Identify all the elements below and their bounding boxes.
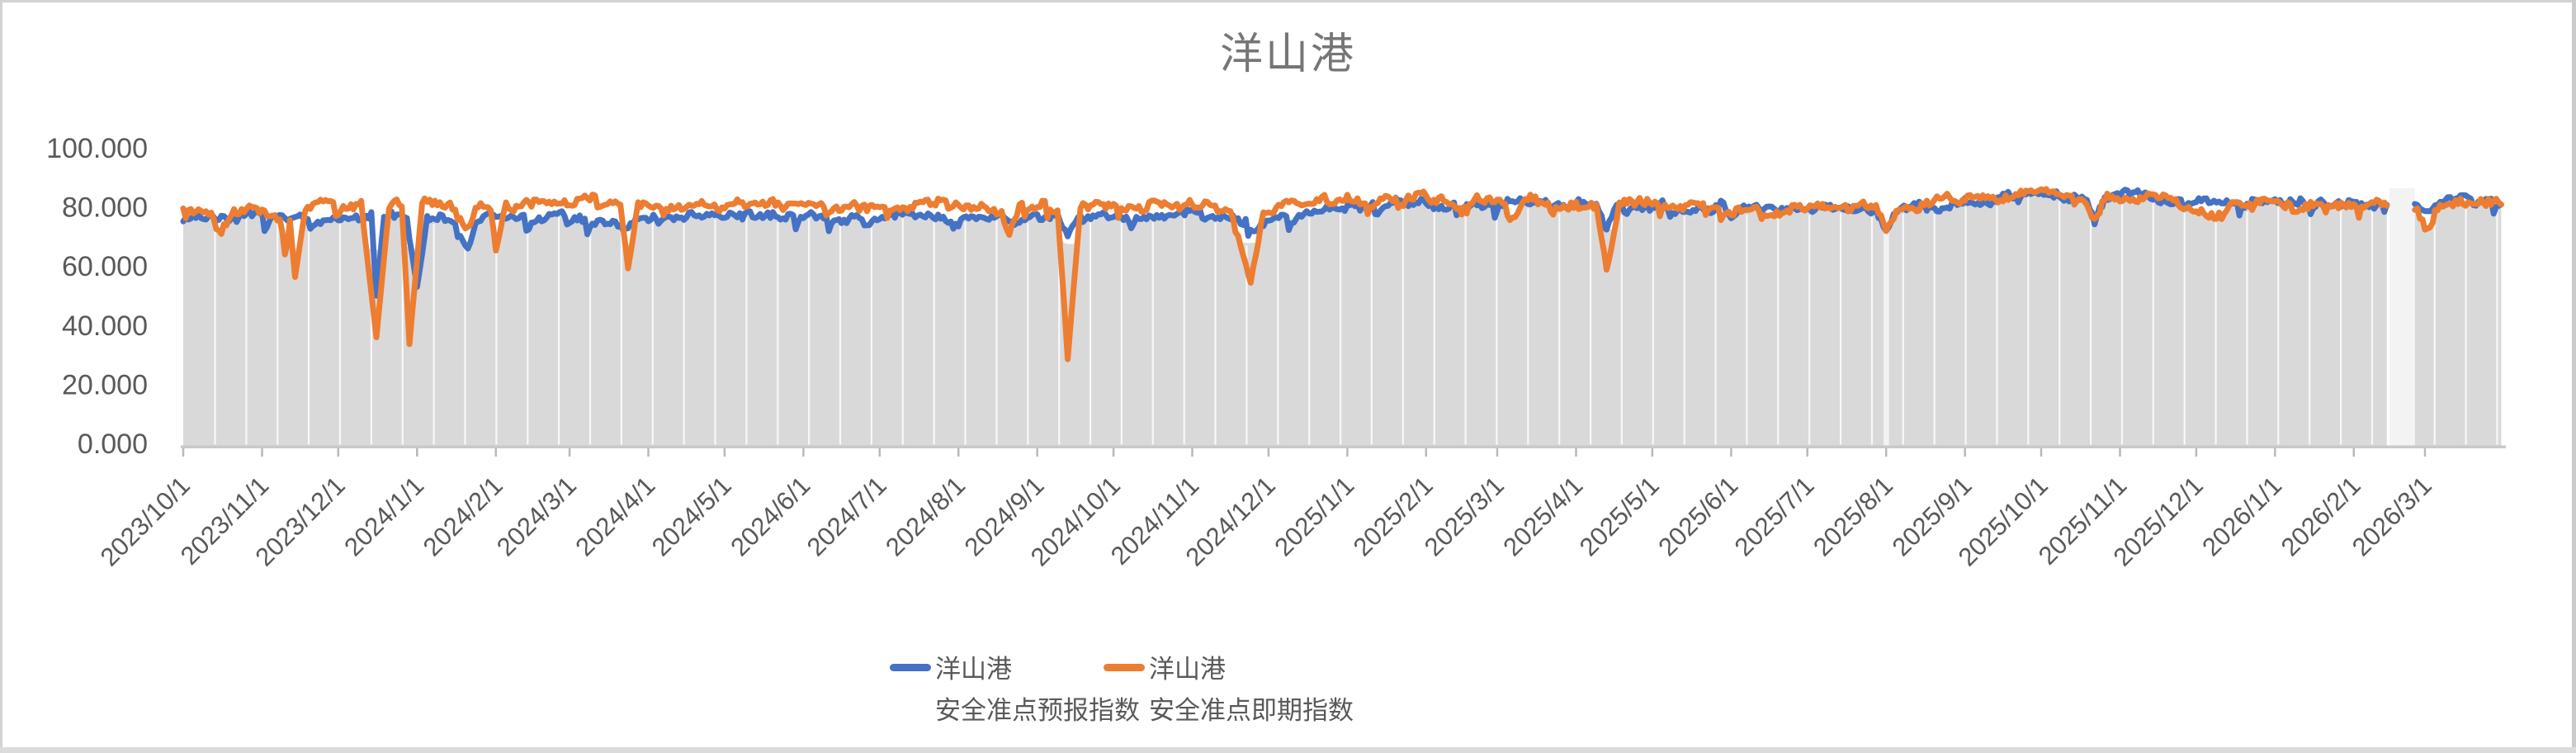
legend-swatch-spot-line — [1104, 664, 1145, 671]
x-tick-label: 2025/5/1 — [1574, 471, 1665, 561]
wide-separator — [1884, 224, 1889, 446]
x-tick-label: 2024/4/1 — [570, 471, 660, 561]
window-edge-bottom — [0, 747, 2576, 753]
x-tick-label: 2024/5/1 — [646, 471, 737, 561]
series-line-spot — [180, 186, 2504, 362]
x-tick-label: 2024/2/1 — [418, 471, 508, 561]
background-band — [183, 195, 2502, 446]
y-tick-label: 0.000 — [78, 429, 148, 460]
chart-title: 洋山港 — [1219, 31, 1356, 78]
x-tick-label: 2024/7/1 — [801, 471, 892, 561]
window-edge-left — [0, 0, 2, 747]
y-tick-label: 60.000 — [62, 251, 148, 282]
y-tick-label: 40.000 — [62, 310, 148, 342]
x-tick-label: 2024/8/1 — [880, 471, 971, 561]
y-tick-label: 80.000 — [62, 192, 148, 224]
data-gap-band — [2389, 188, 2415, 446]
x-tick-label: 2026/1/1 — [2196, 471, 2287, 561]
x-tick-label: 2024/6/1 — [725, 471, 815, 561]
x-tick-label: 2025/3/1 — [1419, 471, 1510, 561]
x-tick-label: 2025/6/1 — [1652, 471, 1743, 561]
x-tick-label: 2024/1/1 — [338, 471, 429, 561]
y-axis-labels: 100.000 80.000 60.000 40.000 20.000 0.000 — [46, 133, 148, 460]
legend-spot-line2: 安全准点即期指数 — [1149, 696, 1354, 725]
x-tick-label: 2025/1/1 — [1269, 471, 1359, 561]
x-axis-labels: 2023/10/12023/11/12023/12/12024/1/12024/… — [95, 471, 2437, 571]
legend-forecast-line2: 安全准点预报指数 — [935, 696, 1140, 725]
x-tick-label: 2025/7/1 — [1729, 471, 1820, 561]
x-axis-line — [181, 445, 2506, 448]
x-tick-label: 2025/4/1 — [1497, 471, 1588, 561]
legend-label-spot: 洋山港 安全准点即期指数 — [1149, 649, 1354, 732]
window-edge-top — [0, 0, 2576, 2]
x-tick-label: 2025/8/1 — [1808, 471, 1898, 561]
legend-forecast-line1: 洋山港 — [935, 655, 1012, 684]
y-tick-label: 100.000 — [46, 133, 148, 164]
legend-label-forecast: 洋山港 安全准点预报指数 — [935, 649, 1140, 732]
legend-entry-forecast-index: 洋山港 安全准点预报指数 — [890, 649, 1140, 732]
legend-spot-line1: 洋山港 — [1149, 655, 1226, 684]
x-tick-label: 2026/3/1 — [2347, 471, 2437, 561]
legend-swatch-forecast-line — [890, 664, 931, 671]
x-axis-ticks — [182, 448, 2427, 457]
legend-entry-spot-index: 洋山港 安全准点即期指数 — [1104, 649, 1354, 732]
legend: 洋山港 安全准点预报指数 洋山港 安全准点即期指数 — [0, 0, 2576, 725]
y-tick-label: 20.000 — [62, 369, 148, 400]
x-tick-label: 2024/3/1 — [491, 471, 582, 561]
window-edge-right — [2572, 0, 2576, 753]
